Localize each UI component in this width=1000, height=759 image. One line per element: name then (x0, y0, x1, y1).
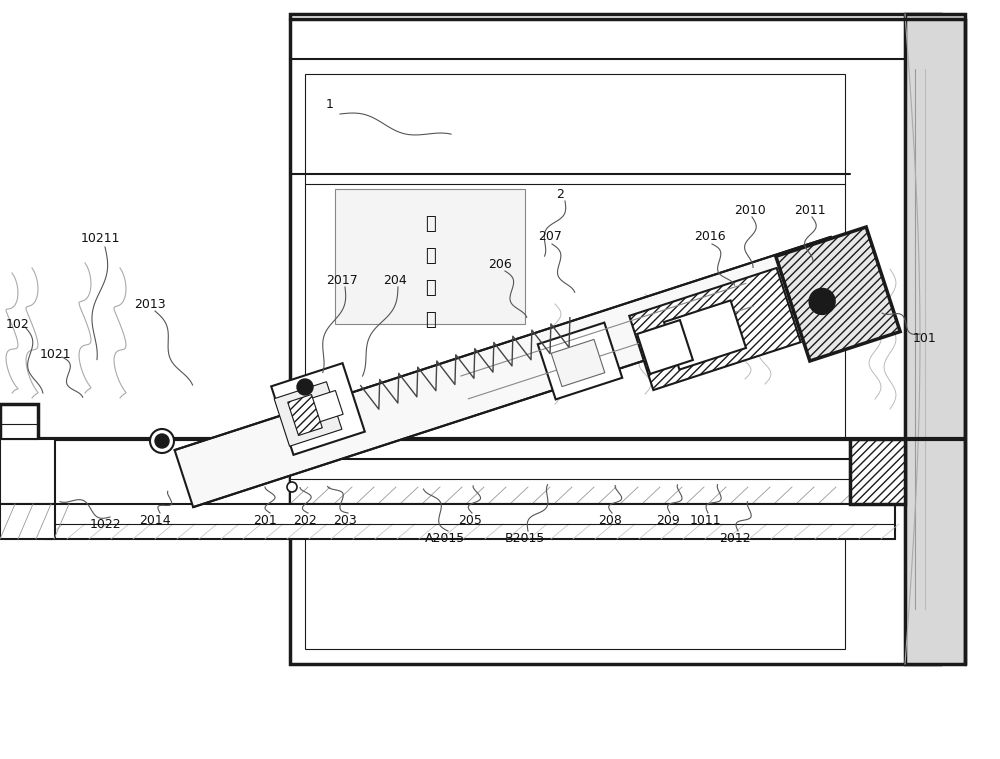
Bar (290, 439, 850, 504)
Polygon shape (307, 390, 343, 424)
Bar (0, 504, 55, 539)
Text: 2012: 2012 (719, 533, 751, 546)
Text: 207: 207 (538, 231, 562, 244)
Text: 1011: 1011 (689, 515, 721, 528)
Polygon shape (629, 268, 801, 390)
Polygon shape (551, 339, 605, 386)
Polygon shape (175, 237, 849, 507)
Text: 2013: 2013 (134, 298, 166, 310)
Bar (0, 439, 55, 504)
Text: 2: 2 (556, 187, 564, 200)
Polygon shape (637, 320, 693, 374)
Text: 205: 205 (458, 515, 482, 528)
Circle shape (809, 288, 835, 314)
Text: 路: 路 (425, 311, 435, 329)
Text: 203: 203 (333, 515, 357, 528)
Text: B2015: B2015 (505, 533, 545, 546)
Text: 206: 206 (488, 257, 512, 270)
Bar (45, 504, 895, 539)
Text: 202: 202 (293, 515, 317, 528)
Polygon shape (664, 301, 746, 370)
Text: 10211: 10211 (80, 232, 120, 245)
Text: 102: 102 (6, 317, 30, 330)
Circle shape (297, 379, 313, 395)
Text: 1021: 1021 (39, 348, 71, 361)
Polygon shape (538, 323, 622, 399)
Bar (335, 189, 525, 324)
Text: 2016: 2016 (694, 231, 726, 244)
Text: 1022: 1022 (89, 518, 121, 531)
Polygon shape (288, 395, 322, 436)
Text: 204: 204 (383, 275, 407, 288)
Text: 2017: 2017 (326, 275, 358, 288)
Circle shape (150, 429, 174, 453)
Text: 1: 1 (326, 97, 334, 111)
Text: 2011: 2011 (794, 204, 826, 218)
Text: 制: 制 (425, 247, 435, 265)
Polygon shape (274, 382, 342, 446)
Bar (850, 439, 905, 504)
Text: A2015: A2015 (425, 533, 465, 546)
Bar (905, 14, 965, 664)
Text: 209: 209 (656, 515, 680, 528)
Text: 201: 201 (253, 515, 277, 528)
Bar (305, 74, 845, 649)
Circle shape (155, 434, 169, 448)
Polygon shape (271, 363, 365, 455)
Bar (290, 14, 940, 664)
Text: 电: 电 (425, 279, 435, 297)
Bar (0, 404, 38, 459)
Polygon shape (776, 227, 900, 361)
Text: 2010: 2010 (734, 204, 766, 218)
Circle shape (287, 482, 297, 492)
Text: 2014: 2014 (139, 515, 171, 528)
Text: 101: 101 (913, 332, 937, 345)
Text: 208: 208 (598, 515, 622, 528)
Text: 控: 控 (425, 215, 435, 233)
